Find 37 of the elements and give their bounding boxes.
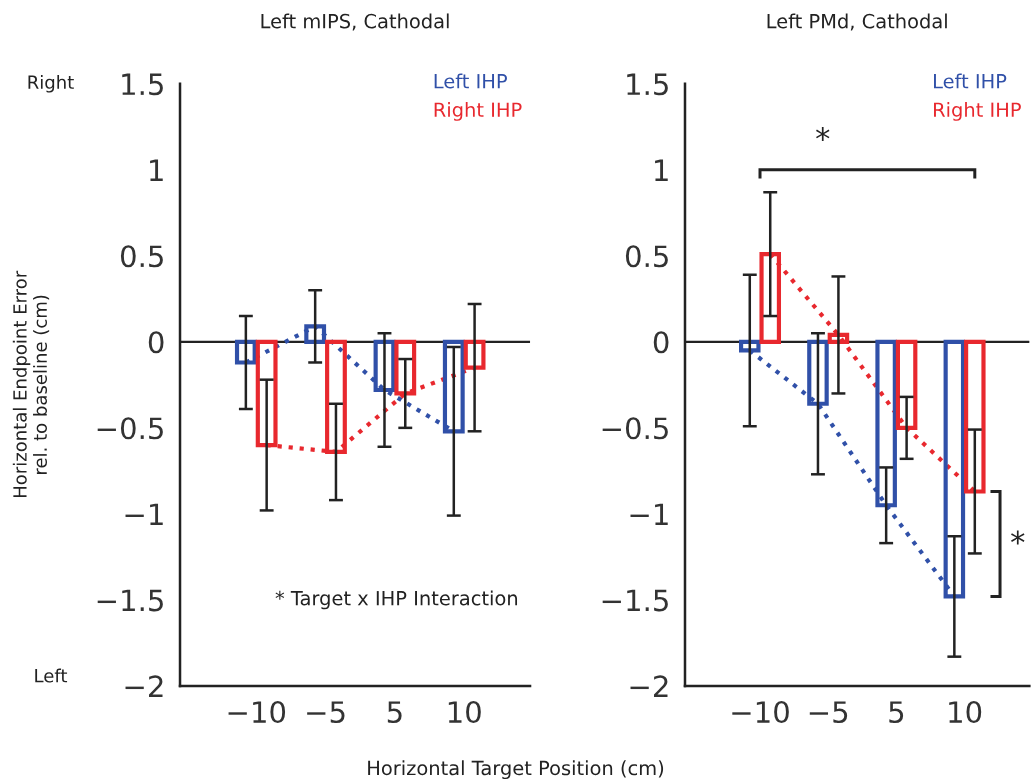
y-tick-label: 0 [653,331,669,354]
x-axis-title: Horizontal Target Position (cm) [368,760,664,780]
y-tick-label: 1 [655,159,668,181]
text: Left IHP [434,73,507,89]
y-tick-label: 1.5 [627,73,668,96]
text: Right IHP [934,102,1021,121]
x-tick-label: 5 [889,701,904,724]
x-tick-label: −5 [809,701,848,724]
text: Left [35,668,68,683]
chart-title: Left mIPS, Cathodal [261,13,449,31]
annotation: * Target x IHP Interaction [275,590,518,610]
y-tick-label: −1.5 [602,589,668,612]
chart-title: Left PMd, Cathodal [767,13,947,31]
x-tick-label: −5 [307,701,345,724]
x-tick-label: 10 [448,701,481,724]
y-axis-title: Horizontal Endpoint Error rel. to baseline (cm) [12,270,50,498]
y-tick-label: −1 [630,503,668,525]
x-tick-label: 5 [387,701,402,724]
y-tick-label: −1 [125,503,163,525]
annotation: * [816,127,830,141]
x-tick-label: 10 [949,701,982,724]
text: Left IHP [934,73,1007,89]
y-tick-label: 0.5 [625,245,668,268]
y-tick-label: −0.5 [97,417,163,440]
y-tick-label: 0 [148,331,164,354]
x-tick-label: −10 [732,701,789,724]
y-tick-label: 0.5 [120,245,163,268]
y-tick-label: 1 [150,159,163,181]
y-tick-label: −0.5 [602,417,668,440]
annotation: * [1011,530,1025,545]
text: Right [28,75,74,93]
y-tick-label: −2 [125,675,163,697]
y-tick-label: −2 [630,675,668,697]
y-tick-label: 1.5 [122,73,163,96]
text: Right IHP [434,102,522,121]
x-tick-label: −10 [228,701,286,724]
y-tick-label: −1.5 [97,589,163,612]
